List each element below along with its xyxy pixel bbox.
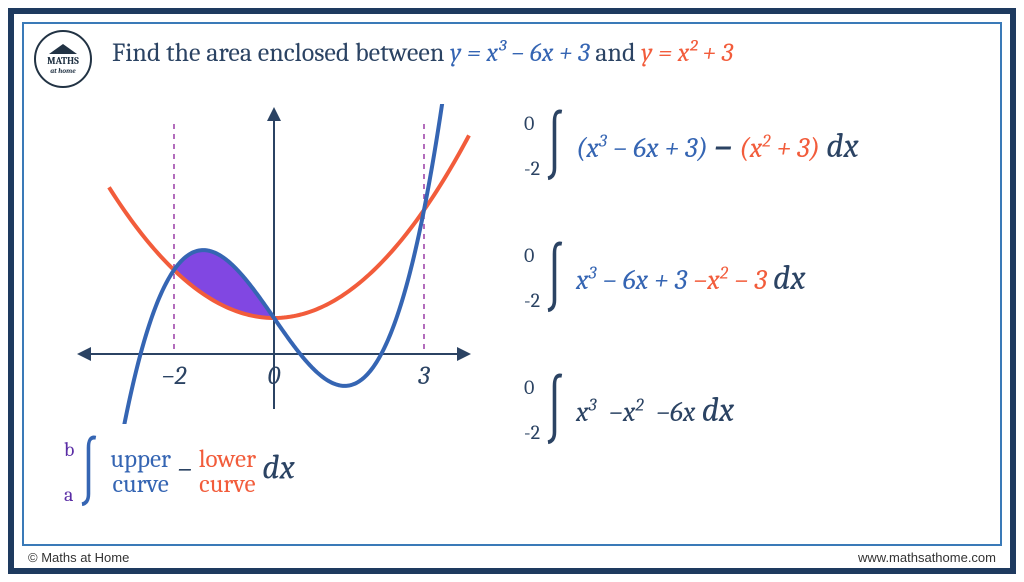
step2: 0 -2 ∫ x3 − 6x + 3 −x2 − 3 dx [524,240,806,316]
s3-limits: 0 -2 [524,372,540,448]
step3: 0 -2 ∫ x3 −x2 −6x dx [524,372,734,448]
gf-integral-icon: ∫ [80,444,99,500]
s1-integral-icon: ∫ [545,118,564,174]
title-prefix: Find the area enclosed between [112,38,450,68]
graph: −2 0 3 [74,104,474,424]
s3-t1: x3 [576,396,603,428]
s1-blue: (x3 − 6x + 3) [576,132,708,164]
s1-dx: dx [826,126,859,166]
logo-line1: MATHS [47,55,79,67]
s2-orange: −x2 − 3 [693,264,767,296]
copyright: © Maths at Home [28,550,129,565]
s3-body: x3 −x2 −6x dx [576,390,734,430]
svg-text:3: 3 [417,361,430,391]
title: Find the area enclosed between y = x³ − … [112,38,733,68]
gf-bottom-limit: a [64,483,74,506]
s3-t2: −x2 [609,396,650,428]
svg-text:−2: −2 [162,361,187,391]
gf-top-limit: b [64,438,74,461]
s1-orange: (x2 + 3) [739,132,820,164]
gf-upper: upper curve [110,447,171,497]
s1-minus: − [714,128,739,165]
url: www.mathsathome.com [858,550,996,565]
gf-limits: b a [64,434,74,510]
s2-body: x3 − 6x + 3 −x2 − 3 dx [576,258,806,298]
title-mid: and [595,38,641,68]
logo: MATHS at home [34,30,92,88]
gf-body: upper curve − lower curve dx [110,447,294,497]
gf-lower: lower curve [199,447,256,497]
general-formula: b a ∫ upper curve − lower curve dx [64,434,295,510]
s3-integral-icon: ∫ [545,382,564,438]
step1: 0 -2 ∫ (x3 − 6x + 3) − (x2 + 3) dx [524,108,859,184]
logo-line2: at home [50,67,75,75]
gf-dx: dx [262,448,295,488]
svg-text:0: 0 [268,361,281,391]
s3-dx: dx [702,390,735,430]
inner-frame: MATHS at home Find the area enclosed bet… [22,22,1002,546]
s2-blue: x3 − 6x + 3 [576,264,693,296]
s1-limits: 0 -2 [524,108,540,184]
outer-frame: MATHS at home Find the area enclosed bet… [8,8,1016,574]
gf-minus: − [177,452,199,487]
logo-roof-icon [49,44,77,54]
s2-dx: dx [773,258,806,298]
s2-limits: 0 -2 [524,240,540,316]
title-eq1: y = x³ − 6x + 3 [450,38,589,68]
s1-body: (x3 − 6x + 3) − (x2 + 3) dx [576,126,859,166]
s3-t3: −6x [656,396,695,428]
title-eq2: y = x² + 3 [641,38,733,68]
s2-integral-icon: ∫ [545,250,564,306]
